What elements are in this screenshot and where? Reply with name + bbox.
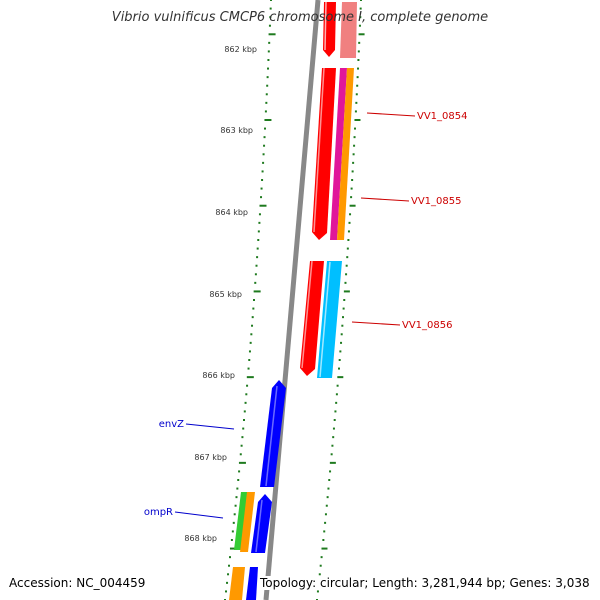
gene-arrow-red-0854[interactable]	[312, 68, 336, 240]
callout-line-ompR	[174, 511, 224, 519]
tick-label-866: 866 kbp	[202, 371, 235, 380]
callout-line-envZ	[185, 423, 235, 430]
gene-cluster-0856	[300, 260, 342, 378]
gene-bottom-cluster	[229, 567, 258, 600]
gene-callouts	[174, 112, 416, 519]
chromosome-backbone	[263, 0, 321, 600]
gene-label-VV1_0856[interactable]: VV1_0856	[402, 320, 453, 331]
gene-arrow-magenta[interactable]	[330, 68, 347, 240]
callout-line-0854	[366, 112, 416, 117]
gene-label-envZ[interactable]: envZ	[159, 419, 184, 430]
gene-top-cluster	[323, 1, 357, 58]
gene-envZ	[260, 380, 286, 487]
gene-arrow-cyan[interactable]	[317, 261, 342, 378]
gene-arrow-pink[interactable]	[340, 2, 357, 58]
gene-arrow-ompR[interactable]	[251, 494, 272, 553]
gene-label-ompR[interactable]: ompR	[144, 507, 173, 518]
gene-cluster-ompR	[234, 492, 272, 553]
gene-cluster-0854-0855	[312, 67, 354, 240]
outer-dotted-track	[316, 0, 365, 600]
tick-label-865: 865 kbp	[209, 290, 242, 299]
callout-line-0855	[360, 197, 410, 202]
tick-label-868: 868 kbp	[184, 534, 217, 543]
gene-arrow-orange-bottom[interactable]	[229, 567, 245, 600]
gene-arrow-orange[interactable]	[337, 68, 354, 240]
ruler-labels: 862 kbp 863 kbp 864 kbp 865 kbp 866 kbp …	[184, 45, 257, 543]
tick-label-867: 867 kbp	[194, 453, 227, 462]
gene-arrow-orange-2[interactable]	[240, 492, 255, 552]
callout-line-0856	[351, 321, 401, 326]
accession-text: Accession: NC_004459	[9, 576, 146, 590]
gene-arrow-envZ[interactable]	[260, 380, 286, 487]
gene-label-VV1_0855[interactable]: VV1_0855	[411, 196, 462, 207]
inner-ruler-track	[224, 0, 276, 600]
tick-label-864: 864 kbp	[215, 208, 248, 217]
gene-label-VV1_0854[interactable]: VV1_0854	[417, 111, 468, 122]
tick-label-863: 863 kbp	[220, 126, 253, 135]
map-title: Vibrio vulnificus CMCP6 chromosome I, co…	[111, 10, 489, 25]
gene-arrow-blue-bottom[interactable]	[246, 567, 258, 600]
tick-label-862: 862 kbp	[224, 45, 257, 54]
genome-summary-text: Topology: circular; Length: 3,281,944 bp…	[260, 576, 590, 590]
gene-arrow-red-0856[interactable]	[300, 261, 324, 376]
gene-labels: VV1_0854 VV1_0855 VV1_0856 envZ ompR	[144, 111, 468, 518]
gene-highlight	[324, 1, 327, 51]
gene-arrow-green[interactable]	[234, 492, 249, 550]
